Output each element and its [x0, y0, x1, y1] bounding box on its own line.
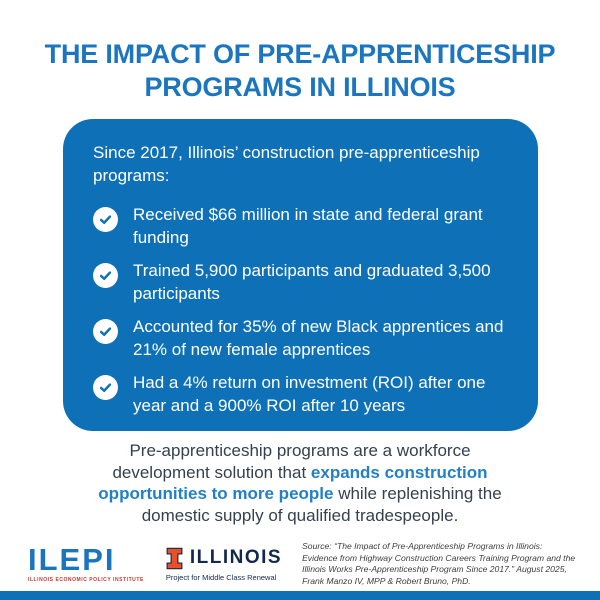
block-i-icon	[166, 547, 183, 570]
checkmark-icon	[93, 263, 118, 288]
checkmark-icon	[93, 375, 118, 400]
illinois-logo-row: ILLINOIS	[166, 547, 282, 570]
card-intro: Since 2017, Illinois’ construction pre-a…	[93, 143, 480, 185]
ilepi-tagline: ILLINOIS ECONOMIC POLICY INSTITUTE	[28, 577, 144, 584]
ilepi-logo: ILEPI ILLINOIS ECONOMIC POLICY INSTITUTE	[28, 542, 144, 584]
list-item: Received $66 million in state and federa…	[93, 203, 512, 249]
page-title: THE IMPACT OF PRE-APPRENTICESHIP PROGRAM…	[0, 38, 600, 104]
summary-text-before: Pre-apprenticeship programs are a workfo…	[112, 441, 471, 482]
list-item: Accounted for 35% of new Black apprentic…	[93, 315, 512, 361]
page-title-line1: THE IMPACT OF PRE-APPRENTICESHIP	[44, 39, 556, 69]
illinois-tagline: Project for Middle Class Renewal	[165, 572, 277, 582]
source-citation: Source: “The Impact of Pre-Apprenticeshi…	[302, 541, 576, 586]
summary-text-after: while replenishing the domestic supply o…	[141, 484, 502, 525]
page-title-line2: PROGRAMS IN ILLINOIS	[144, 72, 456, 102]
summary-paragraph: Pre-apprenticeship programs are a workfo…	[85, 440, 515, 526]
ilepi-wordmark: ILEPI	[28, 542, 116, 578]
bullet-text: Trained 5,900 participants and graduated…	[133, 261, 491, 303]
bullet-text: Had a 4% return on investment (ROI) afte…	[133, 373, 486, 415]
illinois-logo: ILLINOIS Project for Middle Class Renewa…	[166, 547, 282, 582]
list-item: Trained 5,900 participants and graduated…	[93, 259, 512, 305]
checkmark-icon	[93, 207, 118, 232]
bottom-accent-bar	[0, 591, 600, 600]
bullet-text: Received $66 million in state and federa…	[133, 205, 483, 247]
stats-card: Since 2017, Illinois’ construction pre-a…	[63, 119, 538, 431]
list-item: Had a 4% return on investment (ROI) afte…	[93, 371, 512, 417]
illinois-wordmark: ILLINOIS	[189, 547, 283, 569]
bullet-text: Accounted for 35% of new Black apprentic…	[133, 317, 504, 359]
checkmark-icon	[93, 319, 118, 344]
footer: ILEPI ILLINOIS ECONOMIC POLICY INSTITUTE…	[28, 541, 576, 587]
summary-highlight: expands construction opportunities to mo…	[98, 462, 488, 504]
